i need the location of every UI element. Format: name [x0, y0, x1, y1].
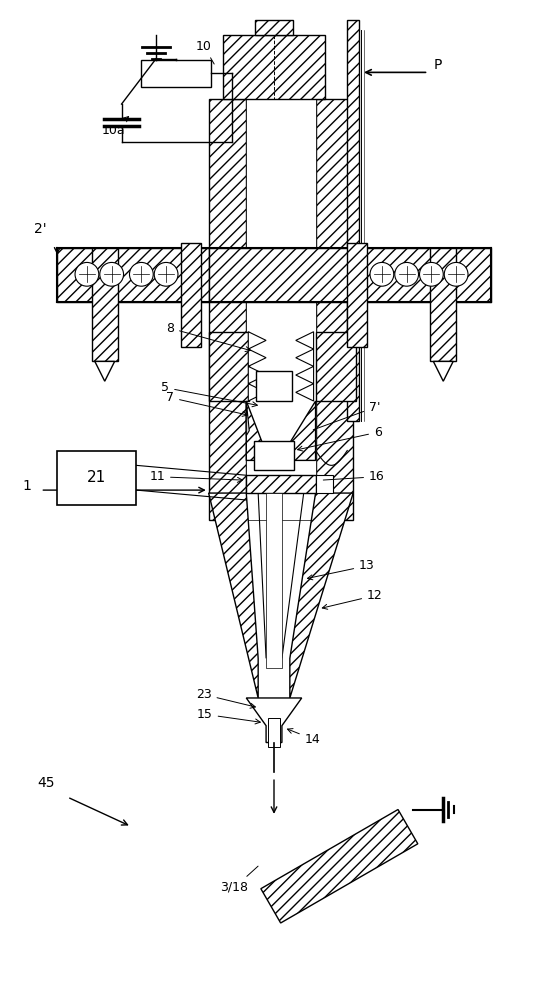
Text: 5: 5	[161, 381, 258, 407]
Bar	[316, 332, 356, 401]
Text: 7': 7'	[313, 401, 380, 430]
Bar	[92, 248, 118, 361]
Text: 13: 13	[307, 559, 375, 580]
Circle shape	[154, 262, 178, 286]
Circle shape	[129, 262, 153, 286]
Bar	[268, 718, 280, 747]
Text: 11: 11	[149, 470, 242, 483]
Text: 10a: 10a	[102, 117, 129, 137]
Text: 3/18: 3/18	[220, 866, 258, 894]
Polygon shape	[290, 493, 353, 698]
Polygon shape	[279, 401, 316, 460]
Bar	[316, 99, 353, 520]
Bar	[347, 243, 367, 347]
Polygon shape	[282, 493, 304, 658]
Circle shape	[420, 262, 443, 286]
Text: 2': 2'	[35, 222, 47, 236]
Text: P: P	[433, 58, 442, 72]
Bar	[57, 451, 136, 505]
Text: 45: 45	[37, 776, 55, 790]
Bar	[57, 248, 209, 302]
Polygon shape	[246, 698, 302, 743]
Circle shape	[100, 262, 123, 286]
Bar	[266, 493, 282, 668]
Bar	[347, 20, 359, 421]
Text: 10: 10	[196, 40, 214, 64]
Bar	[430, 248, 456, 361]
Polygon shape	[433, 361, 453, 381]
Text: 7: 7	[166, 391, 248, 416]
Bar	[209, 248, 353, 302]
Bar	[209, 332, 249, 401]
Polygon shape	[95, 361, 115, 381]
Polygon shape	[209, 493, 258, 698]
Bar	[256, 371, 292, 401]
Bar	[255, 20, 293, 35]
Polygon shape	[246, 401, 269, 460]
Bar	[254, 441, 294, 470]
Polygon shape	[258, 493, 266, 658]
Circle shape	[395, 262, 419, 286]
Text: 12: 12	[322, 589, 383, 609]
Text: 8: 8	[166, 322, 250, 352]
Circle shape	[75, 262, 99, 286]
Polygon shape	[246, 401, 249, 436]
Polygon shape	[261, 810, 418, 923]
Polygon shape	[248, 332, 266, 401]
Text: 1: 1	[22, 479, 31, 493]
Polygon shape	[296, 332, 313, 401]
Text: 14: 14	[288, 729, 321, 746]
Bar	[353, 248, 491, 302]
Text: 23: 23	[196, 688, 255, 708]
Text: 15: 15	[197, 708, 260, 724]
Text: 16: 16	[323, 470, 385, 483]
Bar	[181, 243, 201, 347]
Bar	[246, 475, 316, 493]
Bar	[141, 60, 210, 87]
Bar	[246, 99, 316, 520]
Bar	[316, 475, 333, 493]
Bar	[222, 35, 326, 99]
Circle shape	[444, 262, 468, 286]
Text: 6: 6	[298, 426, 382, 451]
Text: 21: 21	[87, 470, 106, 485]
Bar	[209, 99, 246, 520]
Circle shape	[370, 262, 394, 286]
